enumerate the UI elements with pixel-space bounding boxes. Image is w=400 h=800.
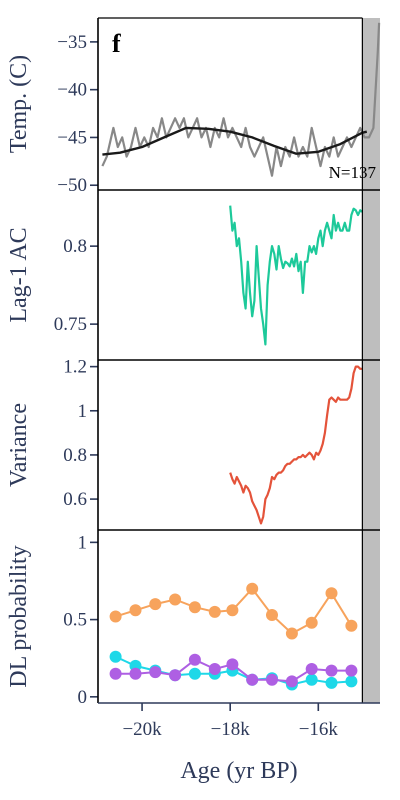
data-point-dl-1-11: [325, 664, 338, 677]
series-line-ac-0: [229, 205, 364, 346]
y-axis-title-variance: Variance: [6, 403, 32, 487]
data-point-dl-1-2: [149, 666, 162, 679]
x-tick-label-1: −18k: [211, 719, 251, 740]
data-point-dl-2-2: [149, 598, 162, 611]
y-tick-label-dl-1: 0.5: [63, 610, 87, 631]
series-line-temp-0: [101, 22, 381, 177]
data-point-dl-1-8: [266, 673, 278, 686]
data-point-dl-2-3: [169, 593, 182, 606]
y-tick-label-variance-1: 0.8: [63, 445, 87, 466]
data-point-dl-1-1: [129, 667, 142, 680]
series-line-variance-0: [229, 365, 363, 525]
y-tick-label-temp-3: −50: [57, 175, 87, 196]
data-point-dl-2-8: [266, 609, 278, 621]
data-point-dl-1-5: [208, 663, 221, 675]
data-point-dl-1-7: [246, 673, 259, 686]
y-tick-label-temp-1: −40: [57, 80, 87, 101]
data-point-dl-1-12: [345, 664, 358, 677]
data-point-dl-2-10: [305, 616, 318, 629]
y-tick-label-temp-2: −45: [57, 127, 87, 148]
annotation-temp: N=137: [329, 163, 377, 182]
data-point-dl-1-3: [169, 669, 182, 682]
y-tick-label-temp-0: −35: [57, 32, 87, 53]
y-tick-label-variance-2: 1: [78, 401, 88, 422]
data-point-dl-1-4: [188, 653, 201, 666]
data-point-dl-1-0: [109, 667, 122, 680]
data-point-dl-2-9: [285, 627, 298, 640]
data-point-dl-1-10: [305, 663, 318, 675]
data-point-dl-1-6: [226, 658, 239, 671]
y-axis-title-temp: Temp. (C): [6, 55, 32, 153]
y-axis-title-dl: DL probability: [6, 545, 32, 687]
data-point-dl-0-4: [188, 667, 201, 680]
data-point-dl-2-11: [325, 587, 338, 600]
data-point-dl-2-4: [188, 601, 201, 614]
data-point-dl-1-9: [285, 675, 298, 688]
panel-letter: f: [112, 29, 121, 58]
data-point-dl-2-12: [345, 619, 358, 632]
x-axis-title: Age (yr BP): [180, 758, 297, 784]
y-axis-title-ac: Lag-1 AC: [6, 227, 32, 322]
data-point-dl-0-10: [305, 673, 318, 686]
data-point-dl-2-1: [129, 604, 142, 617]
y-tick-label-variance-0: 0.6: [63, 489, 87, 510]
data-point-dl-2-7: [246, 582, 259, 595]
data-point-dl-0-0: [109, 650, 122, 663]
y-tick-label-ac-0: 0.75: [54, 314, 87, 335]
data-point-dl-2-0: [109, 610, 122, 623]
y-tick-label-dl-2: 1: [78, 532, 88, 553]
series-line-temp-1: [102, 126, 368, 156]
data-point-dl-0-12: [345, 675, 358, 688]
data-point-dl-0-11: [325, 676, 338, 689]
y-tick-label-dl-0: 0: [78, 687, 88, 708]
data-point-dl-2-5: [208, 605, 221, 618]
data-point-dl-2-6: [226, 604, 239, 617]
y-tick-label-ac-1: 0.8: [63, 236, 87, 257]
x-tick-label-0: −20k: [122, 719, 162, 740]
y-tick-label-variance-3: 1.2: [63, 357, 87, 378]
x-tick-label-2: −16k: [299, 719, 339, 740]
